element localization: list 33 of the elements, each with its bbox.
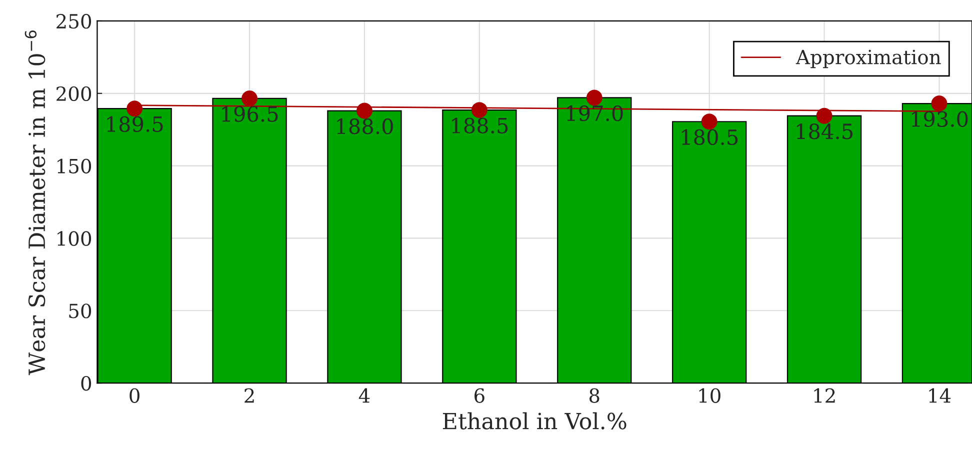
legend-label: Approximation bbox=[796, 50, 941, 68]
x-tick-label: 12 bbox=[814, 388, 835, 403]
x-tick-label: 10 bbox=[699, 388, 720, 403]
point bbox=[126, 100, 143, 117]
point bbox=[242, 90, 258, 106]
point bbox=[356, 102, 372, 119]
data-label: 196.5 bbox=[222, 106, 278, 122]
x-tick-label: 14 bbox=[929, 388, 951, 403]
y-tick-label: 150 bbox=[58, 158, 92, 174]
point bbox=[816, 108, 832, 124]
x-tick-label: 8 bbox=[589, 388, 600, 403]
data-label: 193.0 bbox=[912, 111, 968, 127]
y-tick-label: 100 bbox=[58, 231, 92, 246]
y-tick-label: 250 bbox=[56, 14, 92, 29]
point bbox=[931, 96, 948, 112]
point bbox=[471, 102, 488, 118]
data-label: 197.0 bbox=[567, 105, 623, 122]
point bbox=[586, 90, 602, 106]
data-label: 180.5 bbox=[682, 129, 738, 146]
data-label: 189.5 bbox=[107, 116, 163, 132]
x-tick-label: 0 bbox=[130, 388, 140, 403]
y-tick-label: 200 bbox=[56, 86, 92, 102]
x-axis-title: Ethanol in Vol.% bbox=[442, 412, 626, 430]
x-tick-label: 6 bbox=[474, 388, 484, 403]
y-tick-label: 0 bbox=[81, 376, 92, 391]
data-label: 184.5 bbox=[797, 124, 852, 140]
y-tick-label: 50 bbox=[69, 304, 92, 318]
x-tick-label: 2 bbox=[244, 388, 254, 403]
y-axis-title: Wear Scar Diameter in m 10$^{−6}$ bbox=[24, 30, 46, 376]
data-label: 188.5 bbox=[452, 118, 508, 134]
data-label: 188.0 bbox=[337, 118, 393, 134]
point bbox=[701, 114, 718, 130]
x-tick-label: 4 bbox=[358, 388, 370, 403]
